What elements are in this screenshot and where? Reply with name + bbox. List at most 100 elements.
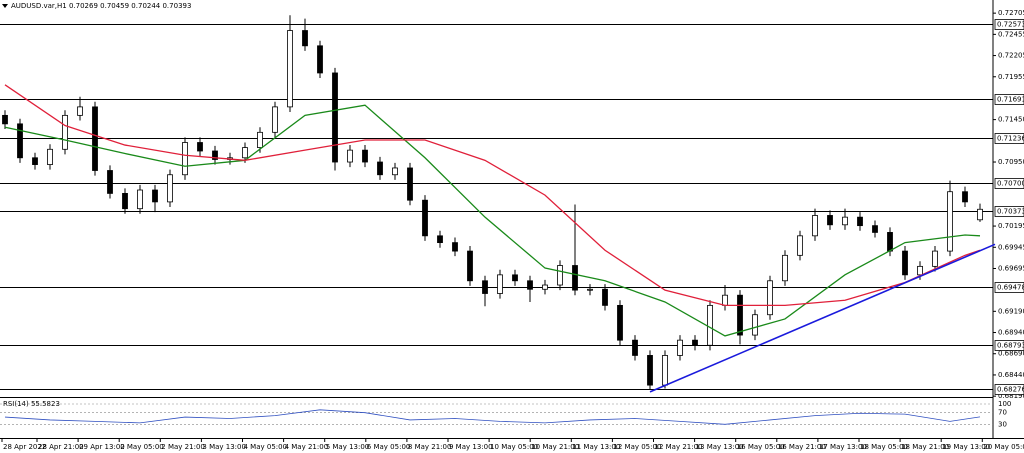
rsi-tick-label: 30 [998, 420, 1007, 428]
candle-body [242, 147, 248, 159]
candle-body [602, 288, 608, 306]
x-tick-label: 4 May 05:00 [244, 443, 288, 451]
candle-body [527, 280, 533, 290]
candle-body [482, 280, 488, 294]
candle-body [332, 72, 338, 163]
x-tick-label: 9 May 13:00 [449, 443, 493, 451]
level-label: 0.71236 [997, 135, 1024, 143]
y-tick-label: 0.71955 [998, 73, 1024, 81]
level-label: 0.70373 [997, 208, 1024, 216]
candle-body [422, 199, 428, 237]
candle-body [77, 106, 83, 116]
candle-body [197, 142, 203, 152]
x-tick-label: 12 May 21:00 [655, 443, 703, 451]
candle-body [512, 274, 518, 282]
candle-body [677, 339, 683, 356]
y-tick-label: 0.69695 [998, 264, 1024, 272]
level-label-box [994, 178, 1024, 189]
candle-body [257, 131, 263, 149]
rsi-tick-label: 100 [998, 400, 1011, 408]
candle-body [272, 106, 278, 133]
candle-body [872, 225, 878, 233]
candle-body [152, 189, 158, 203]
candle-body [137, 189, 143, 210]
candle-body [32, 157, 38, 165]
x-tick-label: 29 Apr 13:00 [79, 443, 125, 451]
candle-body [452, 242, 458, 252]
candle-body [632, 339, 638, 356]
level-label: 0.71691 [997, 96, 1024, 104]
candle-body [812, 215, 818, 237]
candle-body [767, 280, 773, 316]
level-label: 0.69478 [997, 284, 1024, 292]
chart-title: AUDUSD.var,H1 0.70269 0.70459 0.70244 0.… [11, 2, 191, 10]
level-label-box [994, 384, 1024, 395]
candle-body [122, 193, 128, 210]
x-tick-label: 11 May 13:00 [572, 443, 620, 451]
candle-body [977, 208, 983, 221]
rsi-line [4, 409, 981, 425]
candle-body [347, 149, 353, 163]
candle-body [887, 232, 893, 252]
candle-body [962, 191, 968, 203]
x-tick-label: 16 May 05:00 [737, 443, 785, 451]
candle-body [902, 250, 908, 276]
candle-body [797, 235, 803, 256]
candle-body [917, 265, 923, 276]
x-tick-label: 10 May 21:00 [531, 443, 579, 451]
level-label: 0.68276 [997, 386, 1024, 394]
candle-body [437, 235, 443, 244]
candle-body [737, 294, 743, 336]
x-tick-label: 5 May 13:00 [326, 443, 370, 451]
candle-body [857, 216, 863, 227]
x-tick-label: 16 May 21:00 [778, 443, 826, 451]
x-tick-label: 18 May 05:00 [860, 443, 908, 451]
x-tick-label: 12 May 05:00 [613, 443, 661, 451]
candle-body [587, 288, 593, 291]
candle-body [617, 304, 623, 341]
candle-body [542, 284, 548, 290]
y-tick-label: 0.72205 [998, 52, 1024, 60]
candle-body [707, 304, 713, 346]
candle-body [932, 250, 938, 267]
candle-body [392, 167, 398, 176]
candle-body [722, 294, 728, 306]
x-tick-label: 6 May 05:00 [367, 443, 411, 451]
candle-body [182, 142, 188, 176]
candle-body [212, 150, 218, 160]
x-tick-label: 28 Apr 21:00 [38, 443, 84, 451]
x-tick-label: 18 May 21:00 [901, 443, 949, 451]
y-tick-label: 0.69945 [998, 243, 1024, 251]
candle-body [647, 355, 653, 386]
candle-body [827, 215, 833, 226]
candle-body [947, 191, 953, 252]
candle-body [467, 250, 473, 282]
moving-average [4, 84, 981, 307]
menu-arrow[interactable] [2, 4, 8, 8]
candle-body [842, 216, 848, 226]
level-label-box [994, 94, 1024, 105]
candle-body [47, 148, 53, 165]
candle-body [317, 45, 323, 74]
x-tick-label: 13 May 13:00 [696, 443, 744, 451]
x-tick-label: 3 May 13:00 [202, 443, 246, 451]
y-tick-label: 0.72455 [998, 30, 1024, 38]
candle-body [692, 339, 698, 346]
x-tick-label: 20 May 05:00 [983, 443, 1024, 451]
x-tick-label: 17 May 13:00 [819, 443, 867, 451]
x-tick-label: 28 Apr 2022 [3, 443, 46, 451]
x-tick-label: 2 May 05:00 [120, 443, 164, 451]
rsi-tick-label: 70 [998, 409, 1007, 417]
candle-body [377, 161, 383, 176]
moving-average [4, 104, 981, 337]
candle-body [782, 254, 788, 282]
candle-body [557, 265, 563, 286]
candle-body [497, 274, 503, 294]
candle-body [62, 114, 68, 150]
level-label: 0.70700 [997, 180, 1024, 188]
candle-body [107, 170, 113, 194]
